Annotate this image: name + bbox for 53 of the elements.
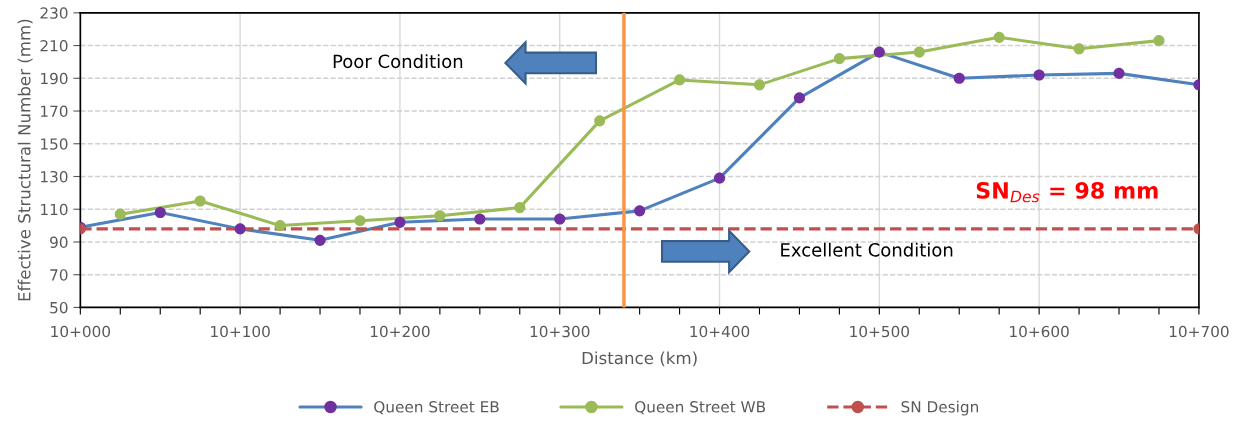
point [913,46,925,58]
legend-label: SN Design [901,400,978,416]
point [594,115,606,127]
y-tick-label: 170 [41,105,68,118]
y-tick-label: 70 [50,269,68,281]
point [1073,43,1085,55]
y-tick-label: 90 [50,236,68,248]
point [993,31,1005,43]
point [234,223,246,235]
point [114,208,126,220]
y-tick-label: 210 [40,40,68,52]
x-tick-label: 10+500 [850,325,910,338]
point [753,79,766,91]
y-tick-label: 130 [41,170,68,183]
point [873,46,885,58]
annotation: Poor Condition [333,54,463,69]
point [833,53,845,65]
y-tick-label: 150 [41,138,68,150]
x-tick-label: 10+600 [1010,325,1069,338]
point [274,220,286,232]
annotation: SN$_{Des}$ = 98 mm [976,182,1158,203]
point [474,213,486,225]
y-tick-label: 110 [41,203,68,216]
point [1153,35,1165,47]
point [434,210,446,222]
legend-label: Queen Street EB [374,401,499,415]
point [514,202,526,214]
point [194,195,206,207]
point [554,213,566,225]
x-tick-label: 10+400 [690,325,750,338]
point [713,172,726,184]
annotation: Excellent Condition [781,242,953,257]
point [1033,69,1045,81]
y-tick-label: 230 [40,7,68,19]
y-tick-label: 190 [41,72,68,85]
point [634,205,646,217]
x-tick-label: 10+200 [370,325,430,338]
x-tick-label: 10+700 [1169,325,1229,338]
point [314,234,326,246]
point [674,74,686,86]
x-tick-label: 10+100 [211,325,270,338]
point [154,206,166,219]
y-tick-label: 50 [50,301,68,314]
point [953,72,965,84]
x-axis-title: Distance (km) [582,351,697,367]
x-tick-label: 10+000 [51,325,111,338]
y-axis-title: Effective Structural Number (mm) [17,19,33,301]
legend-label: Queen Street WB [635,401,766,415]
x-tick-label: 10+300 [530,325,590,338]
point [394,216,406,228]
point [1113,67,1125,79]
point [793,92,805,104]
point [354,215,366,227]
